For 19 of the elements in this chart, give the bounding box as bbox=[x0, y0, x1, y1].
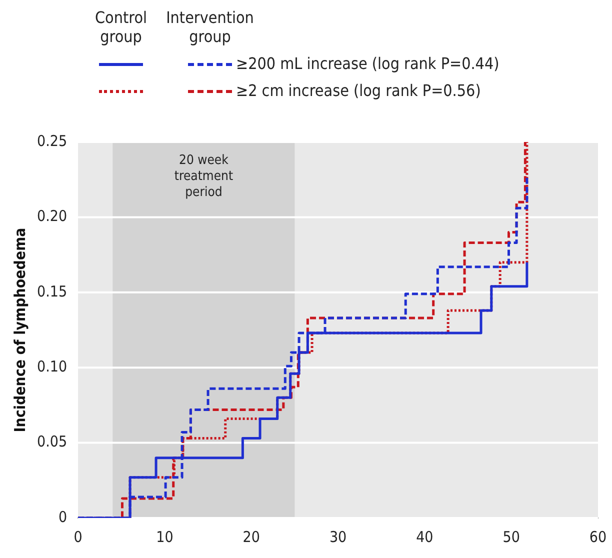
band-label: 20 week treatment period bbox=[174, 152, 234, 200]
x-tick-label: 40 bbox=[416, 528, 434, 546]
y-tick-label: 0.10 bbox=[36, 357, 68, 376]
text: Control group bbox=[94, 8, 148, 48]
y-tick-label: 0.15 bbox=[36, 282, 68, 300]
text: Intervention group bbox=[165, 8, 255, 46]
legend-label: ≥2 cm increase (log rank P=0.56) bbox=[236, 81, 481, 100]
x-tick-label: 10 bbox=[156, 528, 174, 546]
y-tick-label: 0.20 bbox=[36, 207, 68, 226]
legend-label: ≥200 mL increase (log rank P=0.44) bbox=[236, 54, 500, 73]
x-tick-label: 30 bbox=[329, 528, 347, 546]
x-tick-label: 60 bbox=[589, 528, 607, 546]
y-axis-title: Incidence of lymphoedema bbox=[10, 228, 29, 432]
x-tick-label: 0 bbox=[74, 528, 82, 546]
y-tick-label: 0.05 bbox=[36, 432, 68, 451]
x-tick-label: 20 bbox=[242, 528, 260, 546]
y-tick-label: 0 bbox=[58, 508, 68, 526]
x-tick-label: 50 bbox=[502, 528, 520, 546]
y-tick-label: 0.25 bbox=[36, 132, 68, 150]
